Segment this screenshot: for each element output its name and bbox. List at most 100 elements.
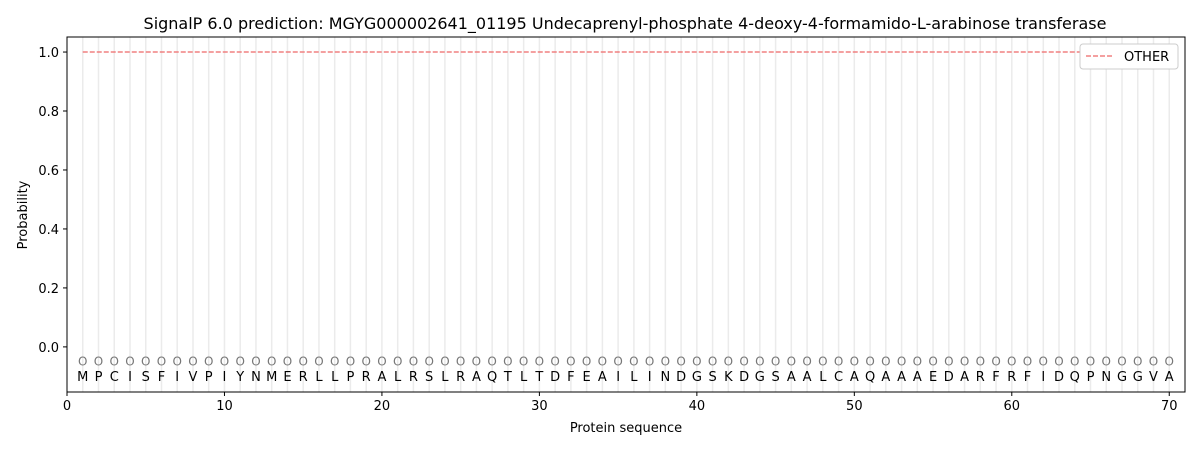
- predicted-label: O: [582, 355, 591, 369]
- residue-label: A: [787, 370, 796, 385]
- residue-label: Q: [865, 370, 875, 385]
- residue-label: F: [992, 370, 999, 385]
- x-tick-label: 30: [531, 399, 548, 414]
- residue-label: P: [95, 370, 103, 385]
- y-tick-label: 0.0: [38, 341, 59, 356]
- predicted-label: O: [991, 355, 1000, 369]
- residue-label: I: [648, 370, 652, 385]
- residue-label: N: [1101, 370, 1111, 385]
- residue-label: I: [128, 370, 132, 385]
- predicted-label: O: [566, 355, 575, 369]
- residue-label: G: [755, 370, 765, 385]
- chart-title: SignalP 6.0 prediction: MGYG000002641_01…: [144, 14, 1107, 34]
- residue-label: V: [189, 370, 198, 385]
- residue-label: N: [251, 370, 261, 385]
- residue-label: A: [598, 370, 607, 385]
- predicted-label: O: [377, 355, 386, 369]
- predicted-label: O: [110, 355, 119, 369]
- residue-label: D: [944, 370, 954, 385]
- residue-label: Q: [487, 370, 497, 385]
- predicted-label: O: [850, 355, 859, 369]
- predicted-label: O: [676, 355, 685, 369]
- residue-label: A: [913, 370, 922, 385]
- predicted-label: O: [613, 355, 622, 369]
- predicted-label: O: [881, 355, 890, 369]
- predicted-label: O: [535, 355, 544, 369]
- predicted-label: O: [629, 355, 638, 369]
- residue-label: E: [283, 370, 291, 385]
- predicted-label: O: [235, 355, 244, 369]
- x-axis-label: Protein sequence: [570, 421, 682, 436]
- residue-label: F: [567, 370, 574, 385]
- residue-label: I: [175, 370, 179, 385]
- predicted-label: O: [897, 355, 906, 369]
- residue-label: R: [1007, 370, 1016, 385]
- x-tick-label: 50: [846, 399, 863, 414]
- predicted-label: O: [78, 355, 87, 369]
- predicted-label: O: [1086, 355, 1095, 369]
- predicted-label: O: [1117, 355, 1126, 369]
- predicted-label: O: [1133, 355, 1142, 369]
- predicted-label: O: [94, 355, 103, 369]
- residue-label: D: [550, 370, 560, 385]
- residue-label: R: [299, 370, 308, 385]
- residue-label: R: [976, 370, 985, 385]
- predicted-label: O: [125, 355, 134, 369]
- residue-label: P: [205, 370, 213, 385]
- predicted-label: O: [550, 355, 559, 369]
- predicted-label: O: [1007, 355, 1016, 369]
- residue-label: R: [409, 370, 418, 385]
- predicted-label: O: [251, 355, 260, 369]
- residue-label: C: [834, 370, 843, 385]
- y-tick-label: 0.6: [38, 164, 59, 179]
- predicted-label: O: [409, 355, 418, 369]
- residue-label: G: [1117, 370, 1127, 385]
- predicted-label: O: [519, 355, 528, 369]
- predicted-label: O: [283, 355, 292, 369]
- predicted-label: O: [424, 355, 433, 369]
- predicted-label: O: [456, 355, 465, 369]
- predicted-label: O: [172, 355, 181, 369]
- residue-label: L: [315, 370, 323, 385]
- predicted-label: O: [913, 355, 922, 369]
- residue-label: S: [425, 370, 433, 385]
- residue-label: A: [897, 370, 906, 385]
- predicted-label: O: [503, 355, 512, 369]
- predicted-label: O: [298, 355, 307, 369]
- predicted-label: O: [314, 355, 323, 369]
- residue-label: I: [616, 370, 620, 385]
- predicted-label: O: [645, 355, 654, 369]
- residue-label: D: [1054, 370, 1064, 385]
- predicted-label: O: [1023, 355, 1032, 369]
- residue-label: L: [441, 370, 449, 385]
- residue-label: M: [266, 370, 277, 385]
- y-tick-label: 0.8: [38, 105, 59, 120]
- y-tick-label: 0.4: [38, 223, 59, 238]
- predicted-label: O: [346, 355, 355, 369]
- residue-label: A: [960, 370, 969, 385]
- residue-label: A: [803, 370, 812, 385]
- residue-label: V: [1149, 370, 1158, 385]
- x-tick-label: 20: [374, 399, 391, 414]
- residue-label: P: [1087, 370, 1095, 385]
- residue-label: F: [1024, 370, 1031, 385]
- predicted-label: O: [976, 355, 985, 369]
- y-tick-label: 1.0: [38, 46, 59, 61]
- residue-label: N: [660, 370, 670, 385]
- x-tick-label: 10: [216, 399, 233, 414]
- predicted-label: O: [1054, 355, 1063, 369]
- residue-label: T: [503, 370, 512, 385]
- residue-label: I: [223, 370, 227, 385]
- predicted-label: O: [661, 355, 670, 369]
- predicted-label: O: [361, 355, 370, 369]
- predicted-label: O: [771, 355, 780, 369]
- predicted-label: O: [1149, 355, 1158, 369]
- residue-label: L: [331, 370, 339, 385]
- residue-label: Q: [1070, 370, 1080, 385]
- residue-label: E: [583, 370, 591, 385]
- predicted-label: O: [834, 355, 843, 369]
- plot-frame: [66, 36, 1186, 393]
- predicted-label: O: [1165, 355, 1174, 369]
- residue-label: L: [520, 370, 528, 385]
